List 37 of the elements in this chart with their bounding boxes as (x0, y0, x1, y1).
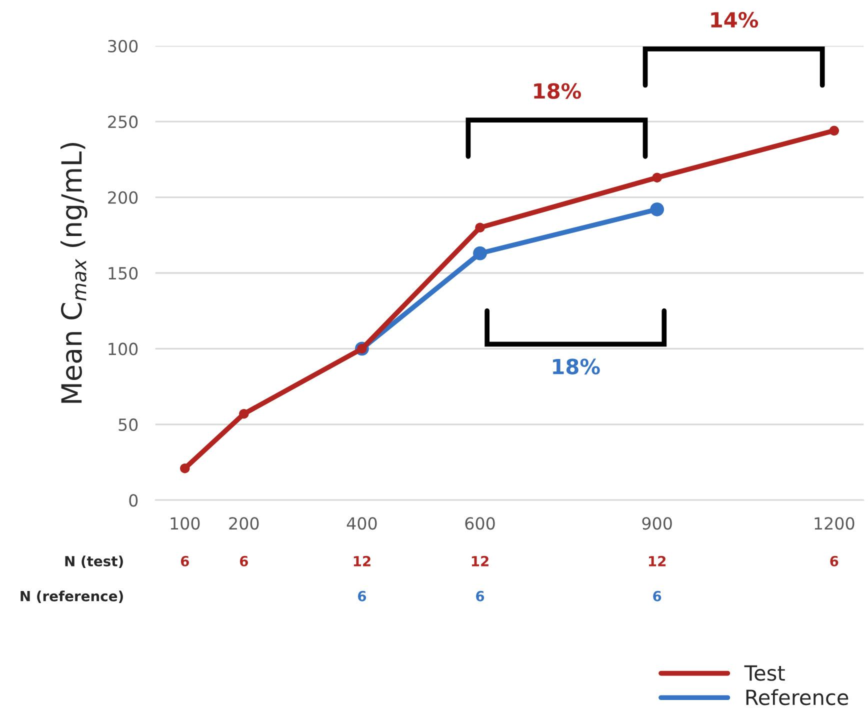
text: 6 (653, 590, 662, 602)
point (650, 202, 664, 216)
text: 12 (472, 556, 488, 566)
x-tick-label: 1200 (814, 517, 854, 530)
y-tick-label: 150 (108, 266, 138, 280)
y-axis-title: Mean C$_{max}$ (ng/mL) (60, 142, 88, 403)
legend-label: Test (744, 665, 785, 681)
text: 6 (830, 556, 838, 566)
y-tick-label: 0 (129, 494, 138, 507)
annotation: 18% (553, 358, 600, 374)
x-tick-label: 100 (170, 517, 200, 530)
legend-label: Reference (746, 689, 848, 706)
annotation: 18% (534, 83, 582, 99)
point (473, 246, 487, 260)
text: 6 (476, 590, 484, 602)
text: N (test) (65, 556, 123, 568)
y-tick-label: 250 (108, 116, 138, 128)
text: 12 (354, 556, 370, 566)
y-tick-label: 300 (108, 40, 138, 52)
x-tick-label: 600 (465, 517, 495, 530)
x-tick-label: 900 (642, 517, 672, 530)
text: 14% (711, 12, 758, 28)
text: 12 (648, 556, 666, 566)
point (239, 408, 249, 419)
point (180, 463, 190, 474)
y-tick-label: 100 (108, 342, 138, 356)
point (829, 126, 840, 136)
text: 6 (358, 590, 366, 602)
y-tick-label: 50 (118, 418, 138, 431)
x-tick-label: 400 (346, 517, 377, 530)
x-tick-label: 200 (229, 517, 259, 530)
text: 6 (240, 556, 248, 566)
y-tick-label: 200 (108, 191, 138, 204)
text: 6 (180, 556, 189, 566)
text: N (reference) (20, 590, 123, 604)
point (475, 222, 485, 232)
point (652, 172, 662, 182)
